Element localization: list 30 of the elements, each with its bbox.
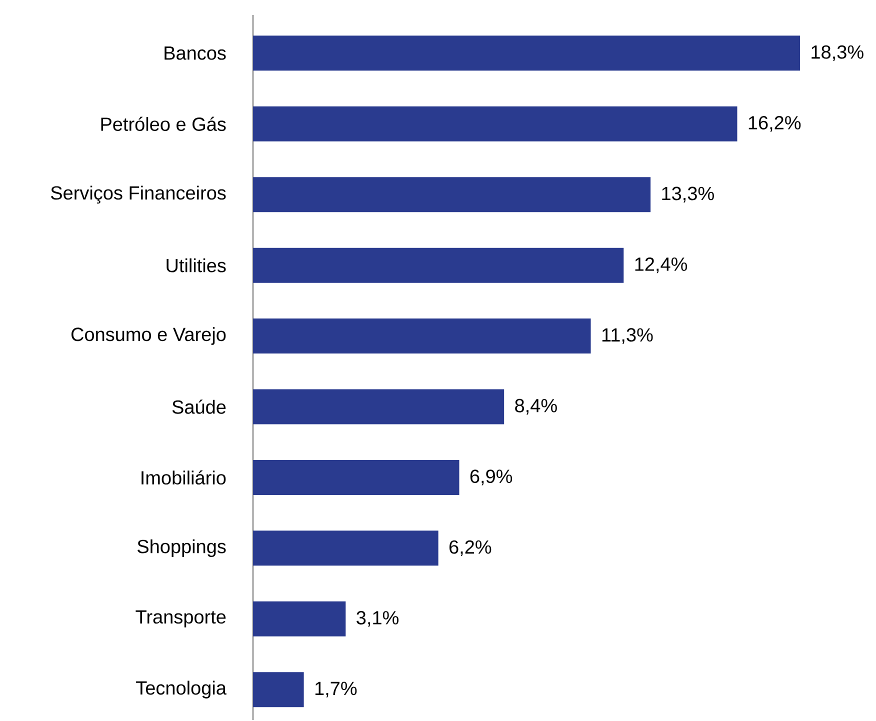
y-tick-label: Petróleo e Gás	[101, 117, 226, 132]
y-tick-label: Saúde	[172, 400, 226, 414]
data-label: 3,1%	[356, 611, 398, 627]
y-tick-label: Imobiliário	[142, 470, 226, 485]
bar	[253, 530, 438, 566]
data-label: 11,3%	[602, 328, 653, 344]
data-label: 1,7%	[315, 682, 357, 698]
data-label: 8,4%	[515, 399, 557, 415]
bar	[253, 36, 800, 71]
bar	[253, 177, 651, 212]
bar	[253, 318, 591, 354]
data-label: 16,2%	[748, 116, 801, 132]
y-tick-label: Consumo e Varejo	[71, 327, 226, 346]
data-label: 12,4%	[635, 258, 688, 274]
bar	[253, 248, 624, 284]
bar	[253, 106, 738, 142]
data-label: 6,2%	[449, 540, 492, 556]
bar	[253, 389, 504, 424]
bar	[253, 602, 346, 637]
y-tick-label: Transporte	[136, 610, 226, 628]
y-tick-label: Utilities	[166, 258, 226, 272]
bar	[253, 672, 304, 708]
y-tick-label: Bancos	[164, 46, 226, 60]
y-tick-label: Tecnologia	[136, 680, 226, 699]
y-tick-label: Shoppings	[138, 540, 226, 558]
data-label: 18,3%	[812, 46, 864, 62]
bar	[253, 460, 460, 496]
y-tick-label: Serviços Financeiros	[50, 186, 226, 204]
data-label: 6,9%	[470, 470, 512, 486]
data-label: 13,3%	[662, 186, 714, 203]
